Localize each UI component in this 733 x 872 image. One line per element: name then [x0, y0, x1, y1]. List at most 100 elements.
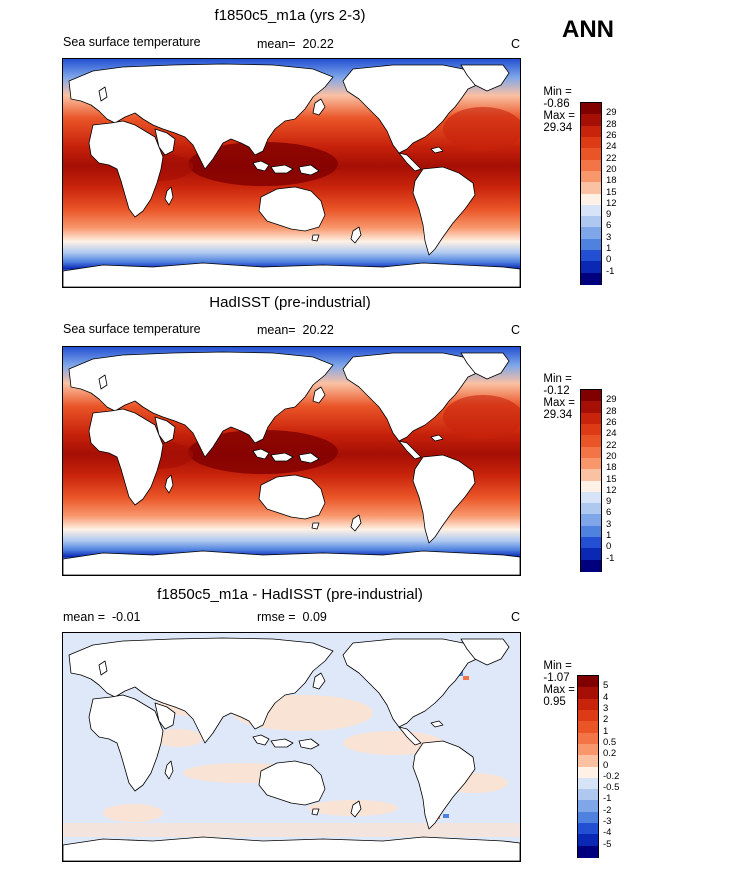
colorbar-tick-label: 18	[606, 462, 617, 474]
colorbar-tick-label: 1	[603, 725, 609, 737]
colorbar-tick-label: 20	[606, 450, 617, 462]
colorbar-tick-label: 12	[606, 197, 617, 209]
colorbar-swatch	[581, 238, 601, 251]
colorbar-swatch	[578, 823, 598, 835]
colorbar-tick-label: 3	[606, 518, 612, 530]
colorbar-swatch	[578, 732, 598, 745]
colorbar-swatch	[581, 136, 601, 149]
colorbar-swatch	[581, 537, 601, 549]
colorbar-swatch	[581, 435, 601, 448]
colorbar-swatch	[581, 227, 601, 240]
panel-diff-title: f1850c5_m1a - HadISST (pre-industrial)	[157, 586, 423, 603]
colorbar-tick-label: 28	[606, 118, 617, 130]
panel-obs-title: HadISST (pre-industrial)	[209, 294, 371, 311]
colorbar-swatch	[581, 103, 601, 115]
mean-label: mean =	[63, 610, 106, 624]
colorbar-swatch	[578, 755, 598, 767]
colorbar-swatch	[581, 390, 601, 402]
colorbar-swatch	[581, 216, 601, 228]
panel-obs-mean: mean= 20.22	[257, 323, 334, 337]
colorbar-swatch	[581, 182, 601, 194]
colorbar-swatch	[581, 491, 601, 504]
colorbar-swatch	[581, 250, 601, 262]
panel-diff-map	[62, 632, 521, 862]
colorbar-swatch	[578, 800, 598, 813]
colorbar-tick-label: -0.5	[603, 782, 620, 794]
colorbar-swatch	[581, 423, 601, 436]
panel-model-mean: mean= 20.22	[257, 37, 334, 51]
colorbar-swatch	[581, 170, 601, 183]
colorbar-tick-label: -2	[603, 804, 612, 816]
colorbar-tick-label: -3	[603, 816, 612, 828]
colorbar-swatch	[581, 457, 601, 470]
max-label: Max =	[543, 397, 576, 409]
colorbar-tick-label: -4	[603, 827, 612, 839]
colorbar-swatch	[581, 148, 601, 161]
colorbar-swatch	[581, 559, 601, 572]
colorbar-tick-label: 2	[603, 714, 609, 726]
panel-model-field: Sea surface temperature	[63, 35, 201, 49]
max-value: 29.34	[543, 409, 573, 421]
colorbar-swatch	[581, 514, 601, 527]
colorbar-tick-label: 22	[606, 152, 617, 164]
panel-model-minmax: Min = -0.86 Max = 29.34	[537, 74, 575, 134]
max-value: 0.95	[543, 696, 566, 708]
colorbar-swatch	[578, 845, 598, 858]
colorbar-swatch	[578, 721, 598, 734]
colorbar-swatch	[581, 446, 601, 459]
colorbar-tick-label: 15	[606, 473, 617, 485]
panel-obs-field: Sea surface temperature	[63, 322, 201, 336]
min-value: -0.86	[543, 98, 570, 110]
colorbar-tick-label: 5	[603, 680, 609, 692]
mean-value: 20.22	[302, 323, 334, 337]
colorbar-swatch	[581, 525, 601, 538]
colorbar-swatch	[581, 480, 601, 493]
colorbar-tick-label: 24	[606, 428, 617, 440]
colorbar-tick-label: -0.2	[603, 770, 620, 782]
panel-model-map	[62, 58, 521, 288]
colorbar-tick-label: 0	[606, 254, 612, 266]
colorbar-swatch	[578, 676, 598, 688]
colorbar-tick-label: 0.5	[603, 736, 617, 748]
panel-diff-colorbar	[577, 675, 599, 858]
panel-obs-units: C	[511, 323, 521, 337]
min-label: Min =	[543, 86, 572, 98]
colorbar-tick-label: 26	[606, 129, 617, 141]
colorbar-swatch	[581, 548, 601, 561]
colorbar-swatch	[578, 687, 598, 700]
colorbar-tick-label: 22	[606, 439, 617, 451]
colorbar-tick-label: 4	[603, 691, 609, 703]
colorbar-swatch	[578, 811, 598, 824]
sst-map-obs	[63, 347, 520, 575]
mean-label: mean=	[257, 323, 296, 337]
colorbar-tick-label: 3	[606, 231, 612, 243]
colorbar-tick-label: 26	[606, 416, 617, 428]
colorbar-swatch	[581, 204, 601, 217]
colorbar-tick-label: 0	[603, 759, 609, 771]
colorbar-swatch	[578, 743, 598, 756]
colorbar-swatch	[578, 789, 598, 801]
colorbar-tick-label: -1	[606, 552, 615, 564]
colorbar-tick-label: 1	[606, 243, 612, 255]
rmse-value: 0.09	[302, 610, 327, 624]
max-value: 29.34	[543, 122, 573, 134]
panel-diff-units: C	[511, 610, 521, 624]
colorbar-tick-label: 9	[606, 209, 612, 221]
panel-diff-rmse: rmse = 0.09	[257, 610, 327, 624]
colorbar-swatch	[578, 698, 598, 711]
colorbar-swatch	[578, 777, 598, 790]
colorbar-swatch	[581, 159, 601, 172]
colorbar-swatch	[581, 503, 601, 515]
colorbar-swatch	[581, 272, 601, 285]
colorbar-tick-label: 6	[606, 220, 612, 232]
colorbar-tick-label: 0.2	[603, 748, 617, 760]
colorbar-tick-label: 6	[606, 507, 612, 519]
colorbar-tick-label: 9	[606, 496, 612, 508]
colorbar-swatch	[581, 469, 601, 481]
mean-value: -0.01	[112, 610, 141, 624]
colorbar-tick-label: 12	[606, 484, 617, 496]
min-label: Min =	[543, 373, 572, 385]
panel-obs-map	[62, 346, 521, 576]
panel-obs-colorbar	[580, 389, 602, 572]
colorbar-swatch	[581, 193, 601, 206]
